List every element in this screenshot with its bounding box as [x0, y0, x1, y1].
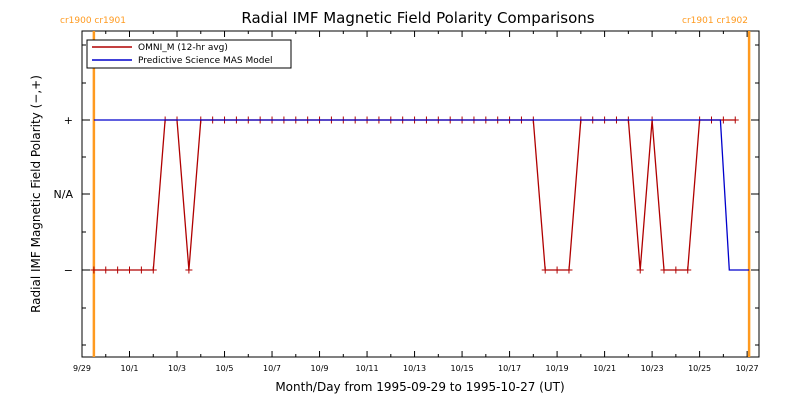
y-axis: + N/A − [54, 44, 759, 346]
carrington-boundaries [92, 31, 751, 357]
legend-box [86, 39, 292, 69]
omni-data-point [185, 266, 193, 274]
chart-title: Radial IMF Magnetic Field Polarity Compa… [241, 9, 594, 27]
y-axis-label: Radial IMF Magnetic Field Polarity (−,+) [29, 75, 43, 313]
x-tick-label: 10/23 [641, 364, 664, 373]
mas-series-line [93, 119, 750, 271]
omni-data-point [553, 266, 561, 274]
x-tick-label: 10/25 [688, 364, 711, 373]
omni-data-point [541, 266, 549, 274]
series-layer [90, 116, 750, 274]
x-tick-label: 10/15 [451, 364, 474, 373]
legend-label-mas: Predictive Science MAS Model [138, 56, 273, 66]
omni-data-point [149, 266, 157, 274]
x-tick-label: 10/17 [498, 364, 521, 373]
omni-data-point [660, 266, 668, 274]
x-tick-label: 10/27 [736, 364, 759, 373]
x-tick-label: 10/13 [403, 364, 426, 373]
omni-data-point [137, 266, 145, 274]
cr-label-left: cr1900 cr1901 [60, 16, 126, 26]
omni-data-point [126, 266, 134, 274]
omni-data-point [636, 266, 644, 274]
x-tick-label: 10/3 [168, 364, 186, 373]
y-tick-label: + [64, 114, 73, 127]
legend-label-omni: OMNI_M (12-hr avg) [138, 43, 228, 53]
x-tick-label: 10/1 [121, 364, 139, 373]
x-tick-label: 10/5 [216, 364, 234, 373]
y-tick-label: N/A [54, 188, 74, 201]
x-tick-label: 10/19 [546, 364, 569, 373]
omni-data-point [672, 266, 680, 274]
omni-data-point [684, 266, 692, 274]
legend: OMNI_M (12-hr avg) Predictive Science MA… [86, 39, 292, 69]
omni-series-line [93, 119, 736, 271]
x-axis: 9/29 10/1 10/3 10/5 10/7 10/9 10/11 10/13 10/15 1… [73, 31, 759, 373]
omni-data-point [102, 266, 110, 274]
y-tick-label: − [64, 264, 73, 277]
omni-data-point [565, 266, 573, 274]
cr-label-right: cr1901 cr1902 [682, 16, 748, 26]
x-axis-label: Month/Day from 1995-09-29 to 1995-10-27 … [275, 380, 564, 394]
x-tick-label: 9/29 [73, 364, 91, 373]
omni-data-point [114, 266, 122, 274]
x-tick-label: 10/7 [263, 364, 281, 373]
omni-data-point [90, 266, 98, 274]
x-tick-label: 10/21 [593, 364, 616, 373]
omni-data-point [731, 116, 739, 124]
x-tick-label: 10/11 [356, 364, 379, 373]
x-tick-label: 10/9 [311, 364, 329, 373]
